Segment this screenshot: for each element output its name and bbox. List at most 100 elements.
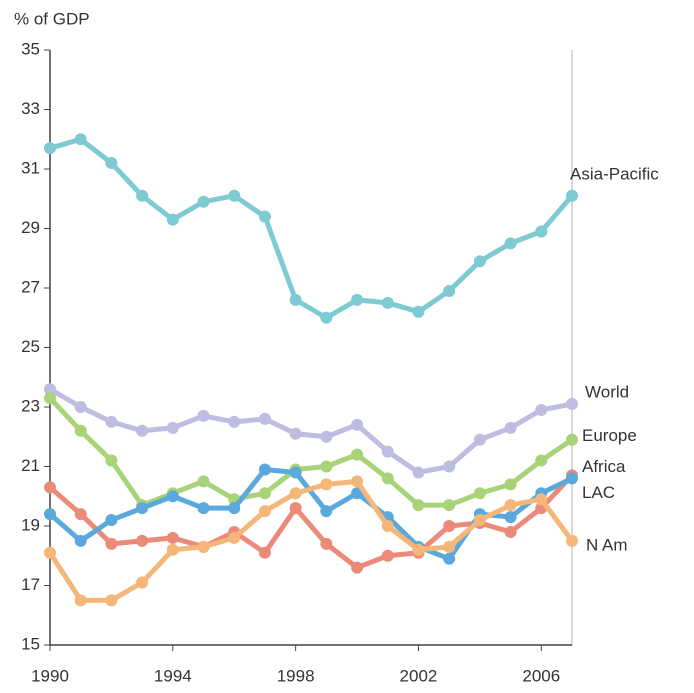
series-point	[320, 460, 333, 473]
series-point	[443, 284, 456, 297]
series-point	[136, 424, 149, 437]
series-point	[44, 142, 56, 155]
series-label: Europe	[582, 426, 637, 445]
series-point	[535, 225, 548, 238]
series-point	[136, 502, 149, 515]
series-point	[320, 537, 333, 550]
series-point	[105, 514, 118, 527]
series-point	[197, 409, 210, 422]
series-point	[289, 502, 302, 515]
series-point	[381, 445, 394, 458]
series-point	[320, 311, 333, 324]
series-point	[44, 383, 56, 396]
y-tick-label: 23	[21, 396, 40, 415]
series-point	[566, 189, 578, 202]
series-label: Asia-Pacific	[570, 164, 659, 183]
y-tick-label: 35	[21, 39, 40, 58]
series-point	[166, 543, 179, 556]
series-point	[74, 534, 87, 547]
series-point	[504, 525, 517, 538]
series-point	[504, 511, 517, 524]
y-tick-label: 15	[21, 634, 40, 653]
series-point	[197, 475, 210, 488]
x-tick-label: 2002	[400, 666, 438, 685]
series-point	[258, 546, 271, 559]
series-point	[473, 487, 486, 500]
series-point	[258, 412, 271, 425]
series-point	[566, 398, 578, 411]
y-tick-label: 29	[21, 218, 40, 237]
series-point	[535, 403, 548, 416]
series-point	[412, 499, 425, 512]
series-point	[105, 594, 118, 607]
series-point	[136, 576, 149, 589]
series-point	[74, 594, 87, 607]
series-point	[412, 305, 425, 318]
series-point	[381, 296, 394, 309]
series-point	[381, 472, 394, 485]
series-point	[44, 392, 56, 405]
x-tick-label: 2006	[522, 666, 560, 685]
series-point	[443, 552, 456, 565]
series-point	[228, 531, 241, 544]
series-point	[166, 421, 179, 434]
series-point	[74, 424, 87, 437]
series-label: LAC	[582, 483, 615, 502]
series-point	[289, 427, 302, 440]
series-point	[351, 418, 364, 431]
y-tick-label: 27	[21, 277, 40, 296]
series-point	[258, 487, 271, 500]
series-point	[320, 505, 333, 518]
series-point	[289, 293, 302, 306]
series-point	[166, 531, 179, 544]
series-label: World	[585, 383, 629, 402]
series-point	[136, 189, 149, 202]
series-point	[74, 508, 87, 521]
series-point	[105, 157, 118, 170]
y-tick-label: 25	[21, 337, 40, 356]
series-point	[473, 514, 486, 527]
series-point	[166, 490, 179, 503]
series-point	[443, 520, 456, 532]
series-point	[381, 520, 394, 532]
series-point	[412, 543, 425, 556]
series-point	[351, 487, 364, 500]
series-point	[136, 534, 149, 547]
series-label: Africa	[582, 457, 626, 476]
series-point	[351, 561, 364, 574]
series-point	[351, 293, 364, 306]
series-point	[381, 549, 394, 562]
series-point	[289, 466, 302, 479]
series-point	[504, 499, 517, 512]
series-point	[44, 481, 56, 494]
series-point	[504, 237, 517, 250]
series-point	[258, 463, 271, 476]
series-point	[105, 454, 118, 467]
series-point	[74, 401, 87, 413]
series-point	[473, 433, 486, 446]
series-point	[412, 466, 425, 479]
x-tick-label: 1994	[154, 666, 192, 685]
x-tick-label: 1998	[277, 666, 315, 685]
series-point	[535, 454, 548, 467]
series-point	[351, 448, 364, 461]
series-point	[44, 546, 56, 559]
series-point	[105, 415, 118, 428]
series-point	[228, 189, 241, 202]
series-point	[258, 505, 271, 518]
series-point	[197, 540, 210, 553]
x-tick-label: 1990	[31, 666, 69, 685]
series-point	[166, 213, 179, 226]
series-point	[504, 478, 517, 491]
series-point	[443, 460, 456, 473]
series-point	[320, 478, 333, 491]
y-tick-label: 19	[21, 515, 40, 534]
series-label: N Am	[586, 535, 628, 554]
series-point	[320, 430, 333, 443]
series-point	[289, 487, 302, 500]
y-tick-label: 31	[21, 158, 40, 177]
series-point	[351, 475, 364, 488]
series-point	[566, 433, 578, 446]
series-point	[105, 537, 118, 550]
